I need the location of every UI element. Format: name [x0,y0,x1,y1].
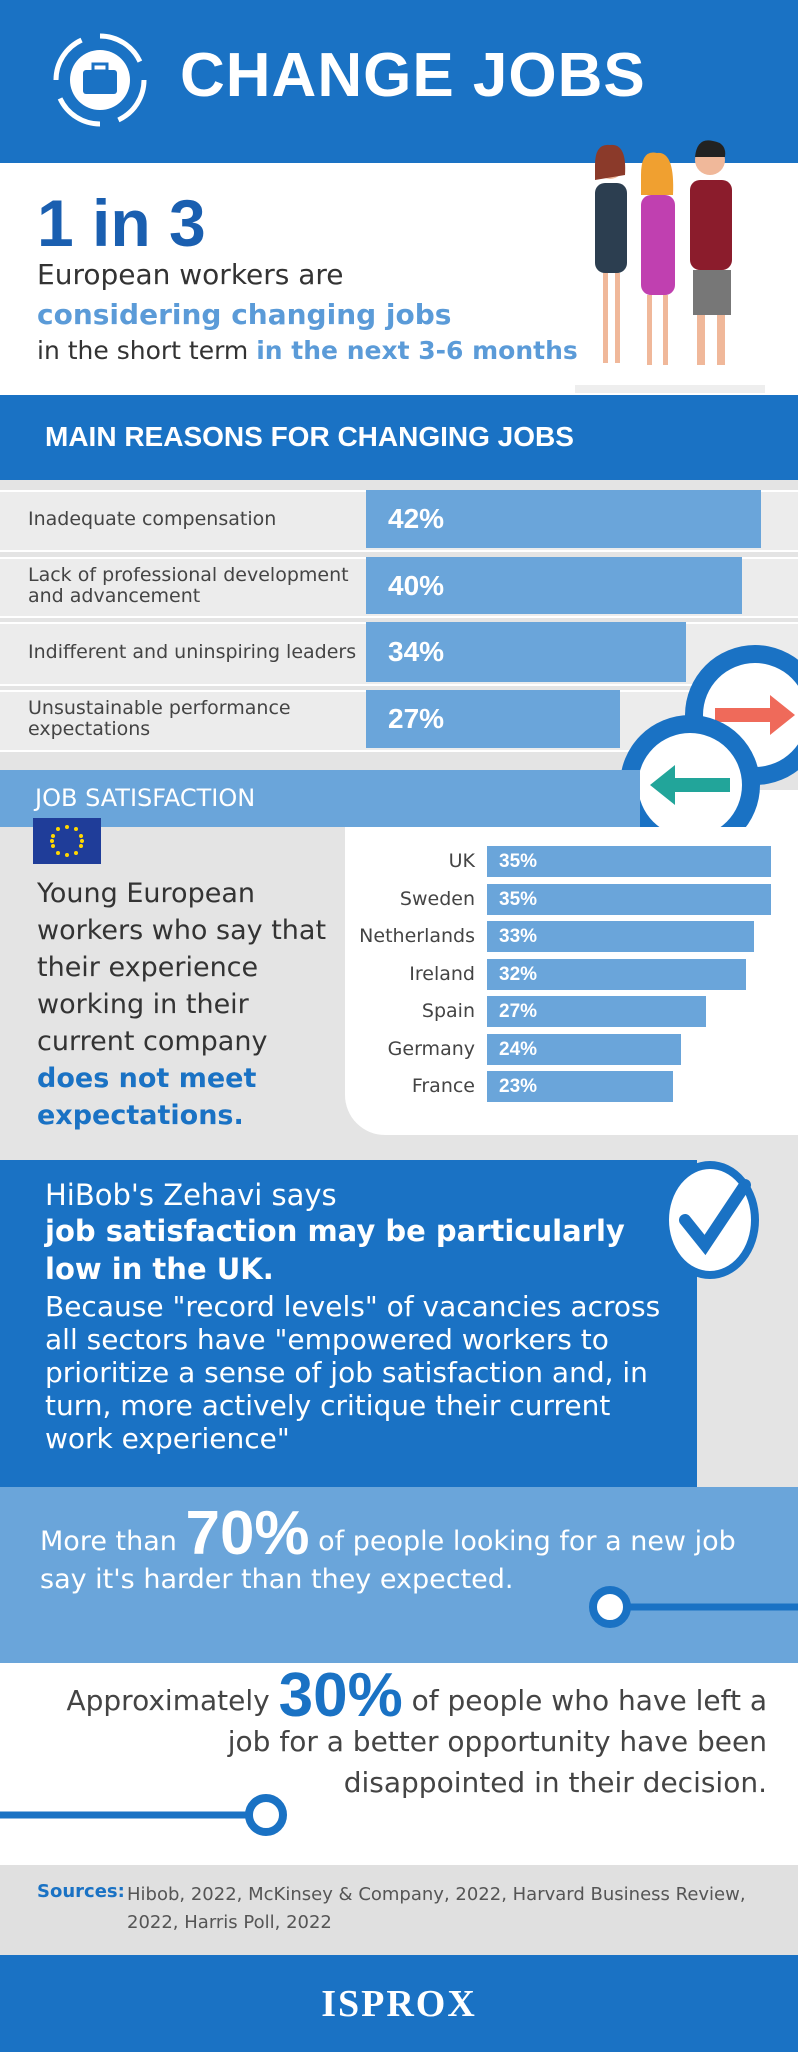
bar: 33% [487,921,755,952]
category-label: Lack of professional development and adv… [28,563,349,607]
hero-highlight: in the next 3-6 months [256,336,578,365]
bar: 35% [487,846,771,877]
category-label: Germany [387,1037,475,1060]
sources-label: Sources: [37,1881,125,1902]
reasons-chart: Inadequate compensation 42% Lack of profes… [0,480,798,790]
value-label: 40% [388,569,445,601]
value-label: 27% [388,703,445,734]
satisfaction-header: JOB SATISFACTION [0,770,640,827]
check-icon [661,1161,759,1279]
value-label: 42% [388,503,445,534]
bar: 40% [366,557,742,614]
footer: ISPROX [0,1955,798,2052]
satisfaction-highlight: does not meet expectations. [37,1063,257,1131]
chart-title: JOB SATISFACTION [35,784,256,812]
bar: 35% [487,883,771,915]
stat30-post: of people who have left a job for a bett… [227,1684,767,1799]
hero-line: European workers are [37,258,344,291]
stat70-block: More than 70% of people looking for a ne… [0,1487,798,1663]
category-label: Sweden [399,887,475,910]
category-label: Spain [421,1000,475,1022]
hero-text: in the short term [37,336,249,365]
value-label: 24% [499,1038,538,1060]
category-label: Ireland [409,962,475,985]
bar: 34% [366,622,686,682]
value-label: 27% [499,1001,538,1022]
value-label: 23% [499,1076,538,1097]
bar: 24% [487,1033,682,1065]
line-decoration [0,1794,287,1836]
value-label: 35% [499,851,538,872]
people-illustration [575,140,765,393]
bar: 23% [487,1071,674,1102]
stat30-big: 30% [278,1661,403,1730]
bar: 27% [366,690,620,748]
line-decoration [589,1586,798,1628]
stat70-pre: More than [40,1526,177,1557]
hero-highlight: considering changing jobs [37,298,452,331]
title: CHANGE JOBS [180,41,646,110]
category-label: Inadequate compensation [28,507,277,530]
category-label: UK [448,850,475,872]
header-icon [53,33,147,127]
category-label: France [411,1075,475,1097]
sources-text: Hibob, 2022, McKinsey & Company, 2022, H… [127,1884,746,1933]
header: CHANGE JOBS [0,0,798,163]
logo: ISPROX [321,1983,477,2025]
sources-block: Sources: Hibob, 2022, McKinsey & Company… [0,1865,798,1955]
value-label: 35% [499,888,538,910]
satisfaction-body: Young European workers who say that thei… [37,878,327,1057]
quote-intro: HiBob's Zehavi says [45,1178,337,1212]
value-label: 32% [499,963,538,985]
stat70-text: More than 70% of people looking for a ne… [40,1503,740,1599]
category-label: Netherlands [359,925,475,947]
bar: 32% [487,958,747,990]
stat30-pre: Approximately [66,1684,270,1717]
bar: 27% [487,996,706,1027]
hero-line: in the short term in the next 3-6 months [37,336,578,365]
category-label: Unsustainable performance expectations [28,697,291,740]
stat30-text: Approximately 30% of people who have lef… [40,1665,767,1803]
quote-bold: job satisfaction may be particularly low… [45,1214,625,1286]
eu-flag [33,818,101,864]
value-label: 33% [499,926,538,947]
quote-body: Because "record levels" of vacancies acr… [45,1290,661,1455]
bar: 42% [366,490,761,548]
quote-block: HiBob's Zehavi says job satisfaction may… [0,1160,697,1487]
hero-stat: 1 in 3 [37,186,206,260]
stat70-big: 70% [185,1499,310,1568]
value-label: 34% [388,636,445,667]
stat70-post: of people looking for a new job say it's… [40,1526,736,1595]
satisfaction-chart: UK 35% Sweden 35% Netherlands 33% Ireland 32% Sp… [345,827,798,1135]
category-label: Indifferent and uninspiring leaders [28,640,357,663]
arrows-decoration [620,645,798,855]
satisfaction-text: Young European workers who say that thei… [37,875,337,1134]
reasons-header: MAIN REASONS FOR CHANGING JOBS [0,395,798,480]
chart-title: MAIN REASONS FOR CHANGING JOBS [45,421,574,452]
